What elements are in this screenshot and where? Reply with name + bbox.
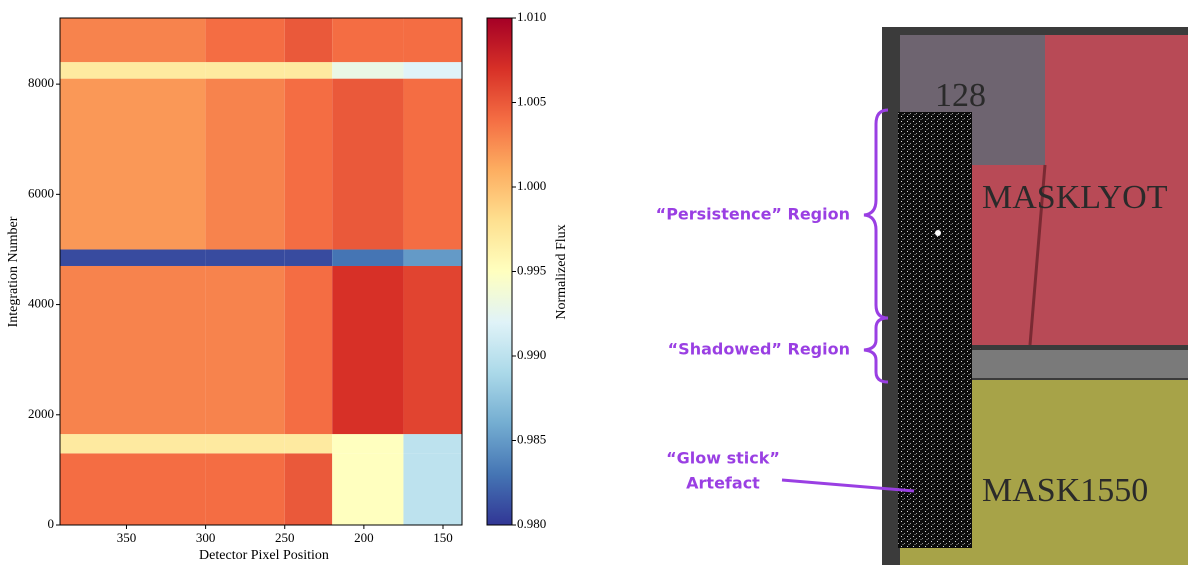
heatmap-cell bbox=[332, 62, 403, 79]
heatmap-cell bbox=[60, 266, 206, 434]
heatmap-cell bbox=[332, 79, 403, 250]
colorbar-tick-label: 0.995 bbox=[517, 262, 546, 277]
heatmap-cell bbox=[285, 79, 332, 250]
x-tick-label: 150 bbox=[433, 530, 453, 545]
x-tick-label: 250 bbox=[275, 530, 295, 545]
annotation: Artefact bbox=[686, 474, 760, 493]
heatmap-cell bbox=[206, 453, 285, 525]
detector-strip bbox=[898, 112, 972, 548]
heatmap-cell bbox=[285, 249, 332, 266]
heatmap-cell bbox=[403, 434, 462, 453]
heatmap-cell bbox=[403, 266, 462, 434]
annotation: “Persistence” Region bbox=[656, 205, 850, 224]
heatmap-cell bbox=[60, 434, 206, 453]
colorbar-tick-label: 0.980 bbox=[517, 516, 546, 531]
heatmap-cell bbox=[206, 18, 285, 62]
colorbar-tick-label: 0.985 bbox=[517, 431, 546, 446]
heatmap-cell bbox=[332, 249, 403, 266]
x-tick-label: 200 bbox=[354, 530, 374, 545]
heatmap-cell bbox=[285, 18, 332, 62]
heatmap-cell bbox=[285, 62, 332, 79]
colorbar-tick-label: 1.000 bbox=[517, 178, 546, 193]
heatmap-cell bbox=[206, 249, 285, 266]
heatmap-cell bbox=[206, 79, 285, 250]
heatmap-cell bbox=[403, 453, 462, 525]
box-label: 128 bbox=[935, 77, 986, 114]
heatmap-cell bbox=[285, 453, 332, 525]
y-tick-label: 0 bbox=[48, 516, 55, 531]
heatmap-cell bbox=[60, 249, 206, 266]
heatmap-cell bbox=[60, 62, 206, 79]
heatmap-cell bbox=[285, 266, 332, 434]
colorbar-tick-label: 1.005 bbox=[517, 93, 546, 108]
heatmap-cell bbox=[60, 453, 206, 525]
upper-mask-label: MASKLYOT bbox=[982, 179, 1168, 216]
y-axis-label: Integration Number bbox=[6, 216, 21, 327]
x-tick-label: 300 bbox=[196, 530, 216, 545]
heatmap-cell bbox=[403, 249, 462, 266]
x-tick-label: 350 bbox=[117, 530, 137, 545]
y-tick-label: 4000 bbox=[28, 296, 54, 311]
colorbar-tick-label: 1.010 bbox=[517, 9, 546, 24]
heatmap-cell bbox=[206, 62, 285, 79]
heatmap-cell bbox=[403, 62, 462, 79]
image-panel: 128 MASKLYOT MASK1550 “Persistence” Regi… bbox=[656, 27, 1188, 565]
heatmap-cell bbox=[285, 434, 332, 453]
y-tick-label: 6000 bbox=[28, 185, 54, 200]
heatmap-cell bbox=[60, 79, 206, 250]
hot-pixel bbox=[935, 230, 941, 236]
heatmap-cell bbox=[403, 18, 462, 62]
colorbar-label: Normalized Flux bbox=[554, 224, 569, 319]
heatmap-cell bbox=[206, 266, 285, 434]
annotation: “Shadowed” Region bbox=[668, 340, 850, 359]
annotation: “Glow stick” bbox=[666, 449, 780, 468]
lower-mask-label: MASK1550 bbox=[982, 472, 1148, 509]
y-tick-label: 8000 bbox=[28, 75, 54, 90]
y-tick-label: 2000 bbox=[28, 406, 54, 421]
heatmap-cell bbox=[332, 18, 403, 62]
heatmap-cell bbox=[332, 434, 403, 453]
heatmap-cell bbox=[206, 434, 285, 453]
heatmap-cell bbox=[332, 266, 403, 434]
heatmap-cell bbox=[403, 79, 462, 250]
colorbar-tick-label: 0.990 bbox=[517, 347, 546, 362]
heatmap-cell bbox=[332, 453, 403, 525]
x-axis-label: Detector Pixel Position bbox=[199, 548, 329, 563]
figure: 350 300 250 200 150 0 2000 4000 6000 8000 0.980 0.9… bbox=[0, 0, 1188, 565]
heatmap-cell bbox=[60, 18, 206, 62]
colorbar bbox=[487, 18, 512, 525]
